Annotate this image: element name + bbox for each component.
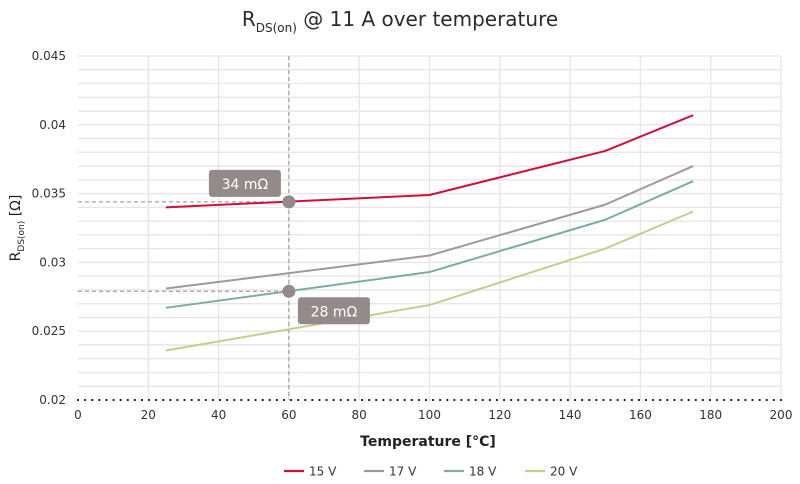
chart-title-subscript: DS(on)	[256, 21, 297, 35]
chart-title: RDS(on) @ 11 A over temperature	[242, 7, 558, 35]
y-axis-title-rest: [Ω]	[8, 195, 24, 221]
annotation-callout-label: 28 mΩ	[311, 304, 358, 320]
x-tick-label: 100	[418, 408, 441, 422]
chart-title-main: R	[242, 7, 256, 31]
y-tick-label: 0.045	[32, 49, 66, 63]
x-tick-label: 200	[770, 408, 793, 422]
y-axis-title-subscript: DS(on)	[17, 221, 27, 252]
x-tick-label: 120	[488, 408, 511, 422]
y-tick-label: 0.025	[32, 324, 66, 338]
grid	[78, 55, 782, 400]
annotations: 34 mΩ 28 mΩ	[208, 169, 370, 325]
x-tick-label: 20	[141, 408, 156, 422]
legend-label: 18 V	[469, 465, 497, 479]
x-axis-title: Temperature [°C]	[360, 434, 496, 450]
legend: 15 V 17 V 18 V 20 V	[284, 465, 578, 479]
series-line-15v	[165, 114, 694, 209]
annotation-callout-box	[297, 297, 370, 325]
x-axis: 0 20 40 60 80 100 120 140 160 180 200	[74, 398, 793, 422]
x-tick-label: 60	[281, 408, 296, 422]
y-axis-title: RDS(on) [Ω]	[8, 195, 27, 262]
x-tick-label: 160	[629, 408, 652, 422]
chart-title-rest: @ 11 A over temperature	[297, 7, 558, 31]
legend-label: 17 V	[389, 465, 417, 479]
x-tick-label: 80	[352, 408, 367, 422]
series-line-17v	[165, 165, 694, 290]
y-tick-label: 0.02	[39, 393, 66, 407]
annotation-marker	[282, 284, 296, 298]
legend-label: 15 V	[309, 465, 337, 479]
x-tick-label: 140	[559, 408, 582, 422]
y-axis-title-main: R	[8, 251, 24, 261]
y-tick-label: 0.03	[39, 255, 66, 269]
legend-label: 20 V	[550, 465, 578, 479]
series-line-18v	[165, 180, 694, 309]
y-axis: 0.02 0.025 0.03 0.035 0.04 0.045	[32, 49, 66, 407]
series-line-20v	[165, 210, 694, 352]
x-tick-label: 180	[699, 408, 722, 422]
x-tick-label: 40	[211, 408, 226, 422]
annotation-guides	[78, 56, 290, 400]
x-tick-label: 0	[74, 408, 82, 422]
annotation-marker	[282, 195, 296, 209]
y-tick-label: 0.035	[32, 187, 66, 201]
y-tick-label: 0.04	[39, 118, 66, 132]
annotation-callout-label: 34 mΩ	[222, 177, 269, 193]
series-lines	[165, 114, 694, 352]
annotation-callout-box	[208, 169, 281, 197]
